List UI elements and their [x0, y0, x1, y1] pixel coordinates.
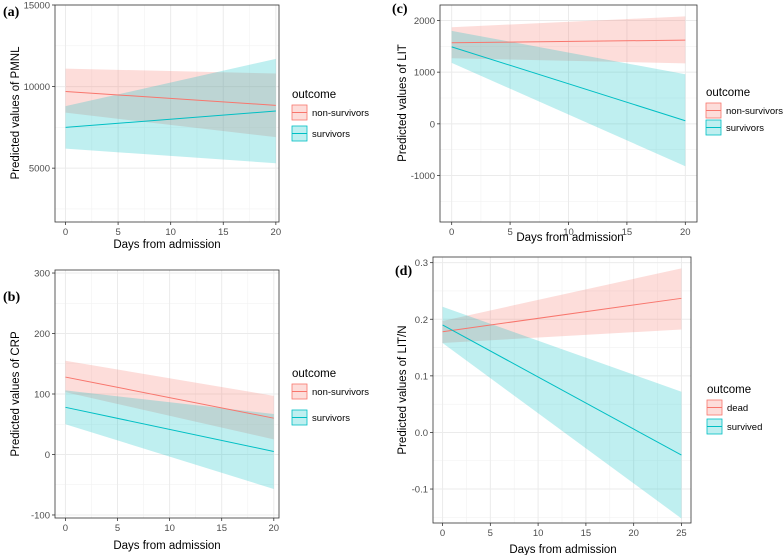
- y-tick-label: 0: [45, 450, 50, 461]
- legend: outcome dead survived: [706, 384, 762, 435]
- x-tick-label: 25: [676, 528, 687, 539]
- series-line-non-survivors: [451, 39, 686, 44]
- y-axis-title: Predicted values of LIT/N: [397, 325, 409, 454]
- series-line-survivors: [65, 406, 274, 452]
- y-tick-label: 2000: [414, 16, 435, 27]
- legend-label-survivors: survivors: [312, 129, 350, 140]
- x-tick-label: 15: [218, 227, 229, 238]
- x-tick-label: 10: [165, 227, 176, 238]
- y-tick-label: 10000: [24, 82, 50, 93]
- legend-label-survivors: survivors: [312, 413, 350, 424]
- x-tick-label: 10: [563, 227, 574, 238]
- y-tick-label: 0: [430, 119, 435, 130]
- y-tick-label: -100: [31, 510, 50, 521]
- y-tick-label: 200: [34, 329, 50, 340]
- ci-ribbon-survivors: [451, 30, 686, 167]
- legend-title: outcome: [707, 384, 751, 396]
- series-line-survivors: [65, 110, 276, 128]
- x-tick-label: 0: [63, 227, 68, 238]
- x-tick-label: 0: [449, 227, 454, 238]
- legend: outcome non-survivors survivors: [291, 89, 369, 142]
- panel-label: (d): [395, 264, 412, 279]
- legend-label-non-survivors: non-survivors: [312, 387, 369, 398]
- y-tick-label: 100: [34, 390, 50, 401]
- panel-label: (b): [3, 290, 20, 305]
- legend-label-non-survivors: non-survivors: [726, 106, 783, 117]
- x-tick-label: 10: [533, 528, 544, 539]
- x-axis-title: Days from admission: [509, 544, 616, 555]
- panel-c: 0 5 10 15 20 -1000 0 1000 2000 Days from admissio…: [392, 2, 783, 244]
- y-tick-label: 1000: [414, 68, 435, 79]
- y-axis-title: Predicted values of PMNL: [10, 46, 22, 180]
- y-tick-label: 0.0: [415, 428, 428, 439]
- legend-label-dead: dead: [727, 403, 748, 414]
- y-tick-label: 300: [34, 269, 50, 280]
- major-gridlines: [433, 257, 691, 523]
- y-tick-label: -0.1: [412, 485, 428, 496]
- legend: outcome non-survivors survivors: [291, 368, 369, 426]
- x-tick-label: 5: [507, 227, 512, 238]
- panel-label: (a): [3, 5, 20, 20]
- ci-ribbon-non-survivors: [65, 360, 274, 440]
- y-axis-title: Predicted values of CRP: [10, 331, 22, 457]
- y-tick-label: 0.3: [415, 258, 428, 269]
- ci-ribbon-non-survivors: [65, 68, 276, 138]
- plot-border: [432, 256, 692, 524]
- ci-ribbon-survivors: [65, 58, 276, 164]
- series-line-non-survivors: [65, 90, 276, 106]
- x-axis-title: Days from admission: [113, 540, 220, 552]
- x-tick-label: 15: [622, 227, 633, 238]
- x-tick-label: 5: [115, 523, 120, 534]
- ci-ribbon-dead: [442, 268, 682, 344]
- panel-b: 0 5 10 15 20 -100 0 100 200 300 Days from admissio…: [3, 269, 369, 552]
- x-tick-label: 20: [271, 227, 282, 238]
- x-tick-label: 15: [581, 528, 592, 539]
- major-gridlines: [55, 270, 279, 518]
- y-tick-label: 0.2: [415, 315, 428, 326]
- x-tick-label: 0: [440, 528, 445, 539]
- x-tick-label: 10: [164, 523, 175, 534]
- series-line-survivors: [451, 46, 686, 122]
- legend-title: outcome: [292, 89, 336, 101]
- x-tick-label: 20: [269, 523, 280, 534]
- x-tick-label: 20: [628, 528, 639, 539]
- panel-label: (c): [392, 2, 408, 17]
- minor-gridlines: [433, 257, 691, 523]
- series-line-dead: [442, 297, 682, 333]
- y-tick-label: -1000: [411, 171, 435, 182]
- x-axis-title: Days from admission: [113, 239, 220, 251]
- legend-title: outcome: [706, 87, 750, 99]
- x-tick-label: 5: [488, 528, 493, 539]
- series-line-survived: [442, 324, 682, 456]
- series-line-non-survivors: [65, 376, 274, 419]
- ci-ribbon-survivors: [65, 390, 274, 489]
- legend: outcome non-survivors survivors: [705, 87, 783, 136]
- plot-border: [54, 4, 280, 223]
- x-axis-title: Days from admission: [516, 232, 623, 244]
- y-tick-label: 15000: [24, 1, 50, 12]
- panel-a: 0 5 10 15 20 5000 10000 15000 Days from admissio…: [3, 1, 369, 252]
- x-tick-label: 0: [63, 523, 68, 534]
- ci-ribbon-survived: [442, 306, 682, 519]
- y-axis-title: Predicted values of LIT: [397, 44, 409, 162]
- ci-ribbon-non-survivors: [451, 16, 686, 64]
- x-tick-label: 20: [680, 227, 691, 238]
- x-tick-label: 15: [216, 523, 227, 534]
- legend-label-survived: survived: [727, 422, 762, 433]
- legend-title: outcome: [292, 368, 336, 380]
- y-tick-label: 0.1: [415, 371, 428, 382]
- x-tick-label: 5: [115, 227, 120, 238]
- y-tick-label: 5000: [29, 164, 50, 175]
- minor-gridlines: [55, 5, 279, 222]
- legend-label-survivors: survivors: [726, 123, 764, 134]
- panel-d: 0 5 10 15 20 25 -0.1 0.0 0.1 0.2 0.3 Days from admi…: [395, 256, 762, 555]
- legend-label-non-survivors: non-survivors: [312, 108, 369, 119]
